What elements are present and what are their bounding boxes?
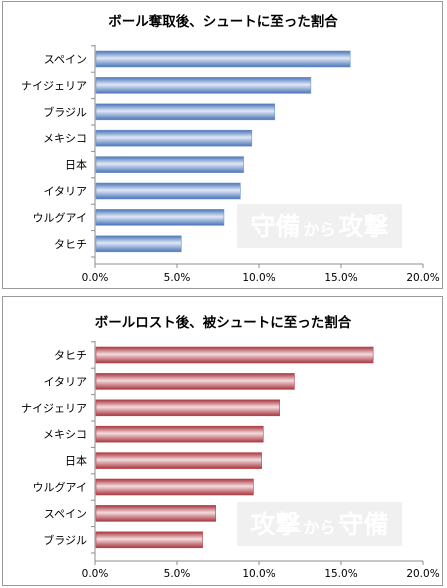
bar-1: [95, 50, 351, 68]
watermark-background: [237, 204, 402, 248]
category-label: イタリア: [43, 375, 87, 388]
chart-title: ボールロスト後、被シュートに至った割合: [95, 314, 352, 331]
x-tick-label: 0.0%: [82, 568, 109, 580]
category-label: スペイン: [44, 53, 87, 66]
x-tick-label: 20.0%: [406, 272, 439, 284]
category-label: ナイジェリア: [21, 402, 87, 415]
category-label: メキシコ: [43, 132, 87, 145]
category-label: 日本: [65, 158, 87, 172]
bar-6: [95, 478, 254, 496]
chart-title: ボール奪取後、シュートに至った割合: [108, 13, 338, 30]
bar-4: [95, 129, 253, 147]
category-label: ウルグアイ: [33, 210, 87, 224]
bar-3: [95, 399, 280, 417]
x-tick-label: 5.0%: [164, 568, 191, 580]
watermark-right: 攻撃: [339, 212, 389, 241]
bar-8: [95, 531, 203, 549]
bar-5: [95, 156, 244, 173]
watermark-middle: から: [303, 220, 335, 239]
watermark-left: 守備: [250, 212, 300, 241]
bar-8: [95, 235, 182, 253]
bar-4: [95, 425, 264, 443]
category-label: タヒチ: [54, 238, 87, 251]
bar-6: [95, 182, 241, 200]
category-label: スペイン: [44, 507, 87, 520]
watermark-text: 攻撃 から 守備: [250, 510, 388, 539]
bar-1: [95, 346, 374, 364]
category-label: メキシコ: [43, 428, 87, 441]
category-label: ナイジェリア: [21, 79, 87, 92]
watermark-text: 守備 から 攻撃: [250, 212, 388, 241]
x-tick-label: 15.0%: [324, 568, 357, 580]
x-tick-label: 15.0%: [324, 272, 357, 284]
watermark-right: 守備: [339, 510, 389, 539]
bar-7: [95, 209, 225, 226]
bar-7: [95, 505, 217, 522]
category-label: イタリア: [43, 185, 87, 198]
x-tick-label: 10.0%: [242, 568, 275, 580]
x-tick-label: 5.0%: [164, 272, 191, 284]
bar-2: [95, 373, 295, 390]
bar-2: [95, 77, 312, 94]
watermark-left: 攻撃: [250, 510, 300, 539]
chart-panel-ball-lost: ボールロスト後、被シュートに至った割合 攻撃 から 守備 タヒチイタリアナイジェリアメ…: [2, 296, 443, 586]
chart-panel-ball-recovery: ボール奪取後、シュートに至った割合 守備 から 攻撃 スペインナイジェリアブラジルメキ…: [2, 1, 443, 289]
watermark-background: [237, 502, 402, 546]
category-label: ウルグアイ: [33, 480, 87, 494]
x-tick-label: 0.0%: [82, 272, 109, 284]
x-tick-label: 10.0%: [242, 272, 275, 284]
category-label: ブラジル: [43, 105, 87, 119]
chart-svg-ball-recovery: ボール奪取後、シュートに至った割合 守備 から 攻撃 スペインナイジェリアブラジルメキ…: [21, 13, 440, 284]
bar-5: [95, 452, 262, 469]
x-tick-label: 20.0%: [406, 568, 439, 580]
bar-3: [95, 103, 276, 121]
category-label: タヒチ: [54, 349, 87, 362]
watermark-middle: から: [303, 518, 335, 537]
chart-svg-ball-lost: ボールロスト後、被シュートに至った割合 攻撃 から 守備 タヒチイタリアナイジェリアメ…: [21, 314, 440, 580]
category-label: 日本: [65, 454, 87, 468]
category-label: ブラジル: [43, 533, 87, 547]
